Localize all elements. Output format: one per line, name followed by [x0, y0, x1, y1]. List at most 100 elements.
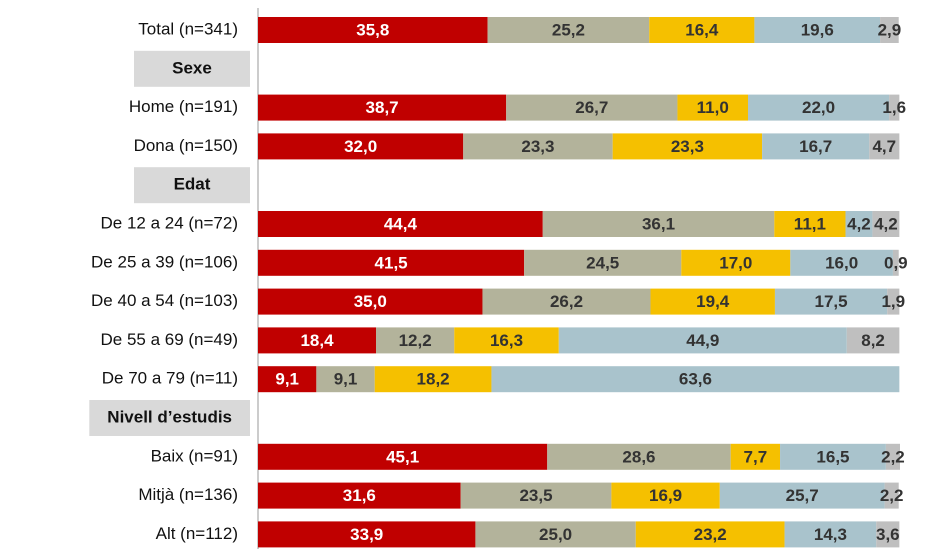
- bar-segment: [635, 521, 785, 548]
- value-label: 1,9: [881, 292, 905, 311]
- bar-segment: [491, 366, 900, 393]
- bar-segment: [845, 211, 873, 237]
- value-label: 11,1: [794, 214, 826, 233]
- value-label: 35,0: [354, 292, 387, 311]
- bar-segment: [719, 482, 885, 509]
- bar-segment: [463, 133, 613, 160]
- row-label: De 12 a 24 (n=72): [100, 213, 238, 232]
- row-label: De 40 a 54 (n=103): [91, 291, 238, 310]
- bar-segment: [258, 133, 464, 160]
- bar-segment: [754, 17, 881, 43]
- value-label: 16,7: [799, 137, 832, 156]
- bar-segment: [846, 327, 900, 354]
- value-label: 41,5: [375, 253, 408, 272]
- bar-segment: [780, 443, 886, 470]
- bar-segment: [892, 249, 899, 276]
- bar-segment: [482, 288, 651, 315]
- bar-segment: [547, 443, 731, 470]
- value-label: 16,5: [816, 447, 849, 466]
- group-header: Edat: [174, 175, 211, 194]
- value-label: 32,0: [344, 137, 377, 156]
- row-label: Mitjà (n=136): [138, 485, 238, 504]
- row-label: De 25 a 39 (n=106): [91, 252, 238, 271]
- bar-segment: [884, 482, 899, 509]
- value-label: 44,9: [686, 331, 719, 350]
- value-label: 18,4: [300, 331, 334, 350]
- value-label: 9,1: [275, 370, 299, 389]
- value-label: 44,4: [384, 214, 418, 233]
- bar-segment: [376, 327, 455, 354]
- bar-segment: [649, 17, 755, 43]
- row-label: Total (n=341): [138, 19, 238, 38]
- value-label: 25,7: [786, 486, 819, 505]
- bar-segment: [258, 366, 317, 393]
- row-label: Home (n=191): [129, 97, 238, 116]
- value-label: 9,1: [334, 370, 358, 389]
- group-header-box: [134, 167, 250, 204]
- bar-segment: [880, 17, 899, 43]
- bar-segment: [475, 521, 636, 548]
- bar-segment: [730, 443, 781, 470]
- value-label: 1,6: [882, 98, 906, 117]
- bar-segment: [790, 249, 893, 276]
- row-label: Alt (n=112): [156, 524, 238, 543]
- row-label: Dona (n=150): [134, 136, 238, 155]
- bar-segment: [650, 288, 775, 315]
- value-label: 3,6: [876, 525, 900, 544]
- value-label: 24,5: [586, 253, 619, 272]
- value-label: 26,7: [575, 98, 608, 117]
- value-label: 4,2: [874, 214, 898, 233]
- bar-segment: [611, 482, 720, 509]
- value-label: 7,7: [744, 447, 768, 466]
- bar-segment: [454, 327, 559, 354]
- value-label: 25,2: [552, 20, 585, 39]
- bar-segment: [258, 443, 548, 470]
- value-label: 23,3: [521, 137, 554, 156]
- bar-segment: [681, 249, 791, 276]
- value-label: 16,0: [825, 253, 858, 272]
- bar-segment: [524, 249, 682, 276]
- bar-segment: [316, 366, 375, 393]
- bar-segment: [542, 211, 775, 237]
- value-label: 33,9: [350, 525, 383, 544]
- row-label: Baix (n=91): [151, 446, 238, 465]
- group-header: Sexe: [172, 58, 212, 77]
- row-label: De 55 a 69 (n=49): [100, 330, 238, 349]
- value-label: 28,6: [622, 447, 655, 466]
- bar-segment: [889, 94, 900, 121]
- value-label: 2,2: [880, 486, 904, 505]
- value-label: 18,2: [417, 370, 450, 389]
- value-label: 14,3: [814, 525, 847, 544]
- bar-segment: [762, 133, 870, 160]
- value-label: 31,6: [343, 486, 376, 505]
- bar-segment: [558, 327, 847, 354]
- bar-segment: [460, 482, 612, 509]
- group-header: Nivell d’estudis: [107, 407, 232, 426]
- row-label: De 70 a 79 (n=11): [102, 369, 238, 388]
- value-label: 2,2: [881, 447, 905, 466]
- bar-segment: [506, 94, 678, 121]
- bar-segment: [258, 17, 488, 43]
- bar-segment: [747, 94, 890, 121]
- value-label: 2,9: [878, 20, 902, 39]
- bar-segment: [774, 288, 888, 315]
- value-label: 25,0: [539, 525, 572, 544]
- bar-segment: [258, 288, 483, 315]
- bar-segment: [258, 249, 525, 276]
- value-label: 4,2: [847, 214, 871, 233]
- bar-segment: [885, 443, 900, 470]
- bar-segment: [872, 211, 900, 237]
- value-label: 23,2: [694, 525, 727, 544]
- value-label: 4,7: [872, 137, 896, 156]
- bar-segment: [487, 17, 650, 43]
- value-label: 23,3: [671, 137, 704, 156]
- bar-segment: [876, 521, 900, 548]
- bar-segment: [677, 94, 748, 121]
- value-label: 0,9: [884, 253, 908, 272]
- value-label: 38,7: [366, 98, 399, 117]
- bar-segment: [887, 288, 900, 315]
- value-label: 45,1: [386, 447, 419, 466]
- value-label: 19,4: [696, 292, 730, 311]
- bar-segment: [258, 482, 461, 509]
